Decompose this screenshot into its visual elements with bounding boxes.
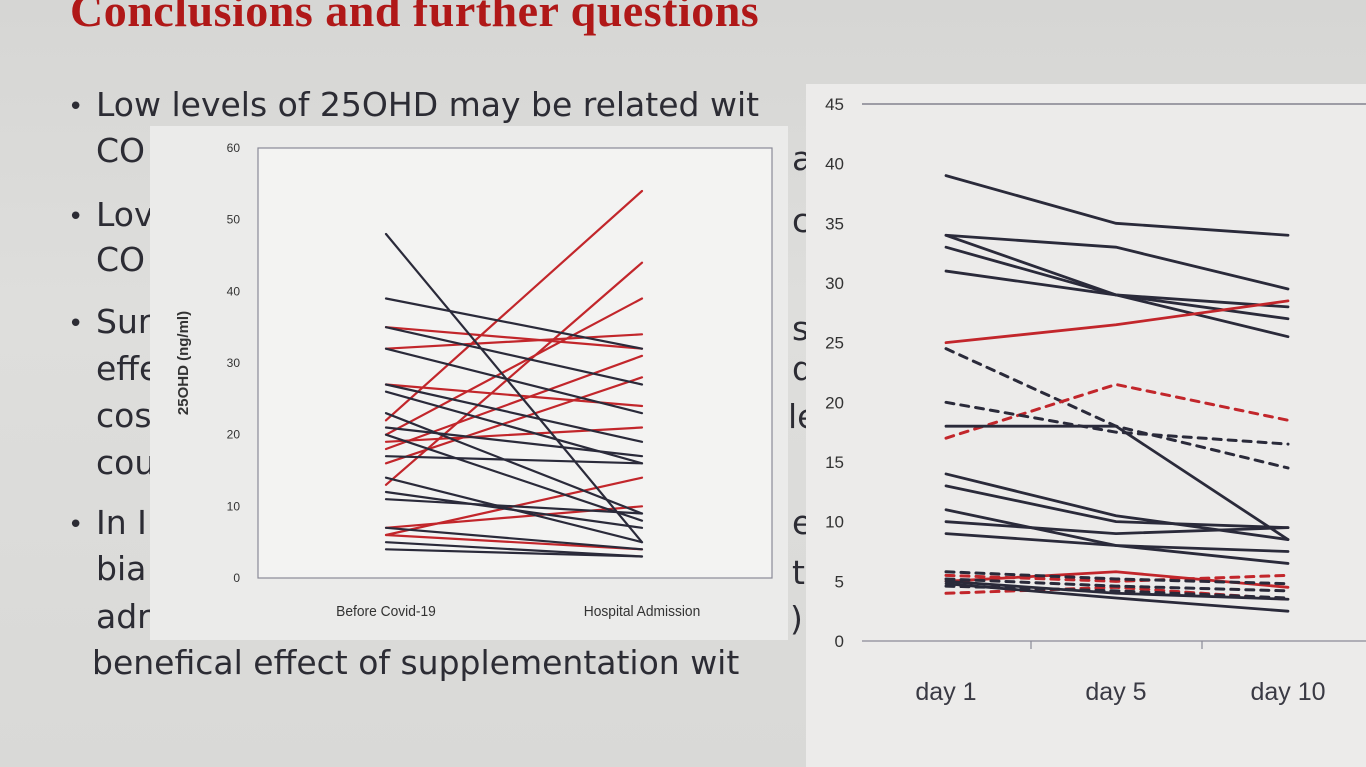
series-line	[944, 584, 1290, 600]
series-line	[384, 297, 644, 350]
series-line	[384, 347, 644, 415]
series-line	[944, 532, 1290, 565]
series-line	[384, 548, 644, 558]
y-tick-label: 15	[825, 453, 844, 472]
series-line	[944, 472, 1290, 541]
x-tick-label: Hospital Admission	[584, 604, 701, 621]
series-line	[384, 498, 644, 515]
series-line	[384, 455, 644, 465]
bullet-1-line-2: CO	[96, 131, 146, 170]
series-line	[944, 424, 1290, 541]
series-line	[944, 400, 1290, 446]
plot-area	[257, 147, 773, 579]
x-tick-label: Before Covid-19	[336, 604, 436, 621]
text-fragment: )	[790, 599, 803, 638]
x-tick-label: day 1	[915, 678, 976, 706]
bullet-3-line-2: effe	[96, 349, 160, 388]
y-tick-label: 30	[227, 356, 241, 370]
slide-title: Conclusions and further questions	[70, 0, 760, 36]
bullet-3-line-1: Sur	[96, 302, 152, 341]
y-tick-label: 20	[825, 393, 844, 412]
series-line	[944, 570, 1290, 586]
series-line	[944, 382, 1290, 440]
series-line	[944, 269, 1290, 309]
series-line	[384, 426, 644, 458]
y-tick-label: 25	[825, 334, 844, 353]
series-line	[944, 299, 1290, 345]
bullet-1-line-1: Low levels of 25OHD may be related wit	[96, 85, 760, 124]
series-line	[384, 232, 644, 544]
bullet-4-line-3: adr	[96, 597, 151, 636]
series-line	[384, 354, 644, 451]
y-tick-label: 40	[825, 155, 844, 174]
bottom-text-line: benefical effect of supplementation wit	[92, 643, 740, 682]
bullet-4-line-2: bia	[96, 549, 147, 588]
y-tick-label: 20	[227, 428, 241, 442]
bullet-2-line-1: Lov	[96, 195, 154, 234]
series-line	[384, 261, 644, 486]
series-line	[384, 426, 644, 443]
y-tick-label: 5	[835, 572, 844, 591]
y-tick-label: 45	[825, 95, 844, 114]
series-line	[384, 505, 644, 529]
series-line	[384, 297, 644, 436]
series-line	[384, 412, 644, 515]
chart-before-vs-admission: 0 10 20 30 40 50 60 25OHD (ng/ml) Before Covid-1…	[175, 141, 773, 621]
series-line	[384, 533, 644, 551]
y-tick-label: 0	[835, 632, 844, 651]
x-tick-label: day 5	[1085, 678, 1146, 706]
series-line	[944, 573, 1290, 583]
y-tick-label: 10	[227, 499, 241, 513]
series-line	[944, 484, 1290, 530]
y-tick-label: 35	[825, 214, 844, 233]
bullet-dot: •	[68, 92, 84, 122]
text-fragment: s	[792, 309, 810, 348]
chart-day-course: 0 5 10 15 20 25 30 35 40 45 day 1 day 5 day 10	[825, 95, 1366, 706]
series-line	[944, 577, 1290, 593]
bullet-dot: •	[68, 202, 84, 232]
series-line	[944, 233, 1290, 291]
y-axis-label: 25OHD (ng/ml)	[175, 311, 192, 415]
series-line	[384, 189, 644, 422]
series-line	[384, 490, 644, 529]
y-tick-label: 0	[233, 571, 240, 585]
text-fragment: t	[792, 553, 805, 592]
bullet-2-line-2: CO	[96, 240, 146, 279]
series-line	[384, 526, 644, 551]
series-line	[944, 520, 1290, 536]
bullet-3-line-3: cos	[96, 396, 152, 435]
series-line	[384, 541, 644, 558]
y-tick-label: 10	[825, 513, 844, 532]
bullet-dot: •	[68, 510, 84, 540]
bullet-3-line-4: cou	[96, 443, 156, 482]
series-line	[944, 579, 1290, 601]
series-line	[944, 582, 1290, 613]
text-fragment: c	[792, 201, 811, 240]
x-tick-label: day 10	[1250, 678, 1325, 706]
series-line	[384, 433, 644, 522]
bullet-dot: •	[68, 309, 84, 339]
y-tick-label: 30	[825, 274, 844, 293]
series-line	[944, 174, 1290, 237]
bullet-4-line-1: In I	[96, 503, 147, 542]
series-line	[384, 333, 644, 350]
series-line	[384, 326, 644, 386]
y-tick-label: 40	[227, 284, 241, 298]
y-tick-label: 60	[227, 141, 241, 155]
series-line	[384, 383, 644, 443]
series-line	[384, 326, 644, 350]
y-tick-label: 50	[227, 213, 241, 227]
